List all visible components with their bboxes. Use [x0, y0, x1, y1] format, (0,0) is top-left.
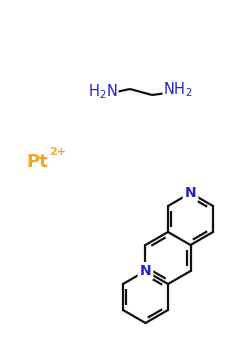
Text: $\mathsf{H_2N}$: $\mathsf{H_2N}$ — [88, 83, 118, 102]
Text: N: N — [140, 264, 151, 278]
Text: 2+: 2+ — [49, 147, 66, 157]
Text: N: N — [185, 186, 196, 200]
Text: $\mathsf{NH_2}$: $\mathsf{NH_2}$ — [163, 80, 193, 99]
Text: Pt: Pt — [26, 153, 48, 171]
